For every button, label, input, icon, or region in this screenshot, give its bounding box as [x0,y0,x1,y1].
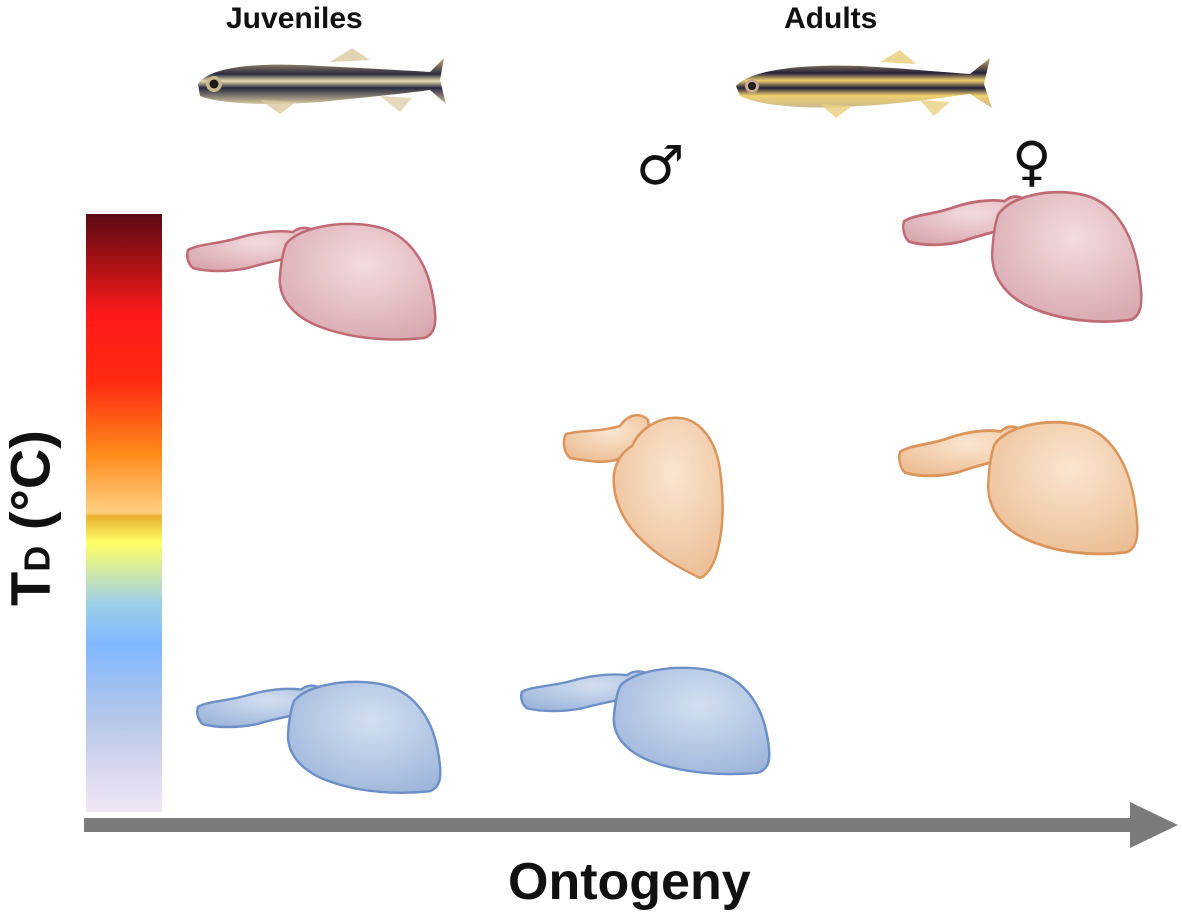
heart-juvenile-high-temp [185,222,437,341]
y-axis-unit: (°C) [0,430,62,546]
heart-female-high-temp [901,190,1143,324]
juvenile-fish-image [198,48,446,114]
temperature-scale-bar [86,214,162,812]
x-axis-label: Ontogeny [508,853,751,911]
male-symbol: ♂ [636,134,685,197]
heart-juvenile-low-temp [196,680,442,795]
heart-male-low-temp [519,666,771,776]
heart-male-mid-temp [562,413,724,580]
y-axis-label: TD (°C) [0,430,62,606]
y-axis-subscript: D [16,545,58,572]
ontogeny-arrow [84,802,1178,848]
adult-fish-image [736,50,992,118]
adults-label: Adults [784,2,878,35]
juveniles-label: Juveniles [226,2,363,35]
female-symbol: ♀ [1012,130,1052,193]
y-axis-main: T [0,571,62,606]
heart-female-mid-temp [897,420,1139,556]
